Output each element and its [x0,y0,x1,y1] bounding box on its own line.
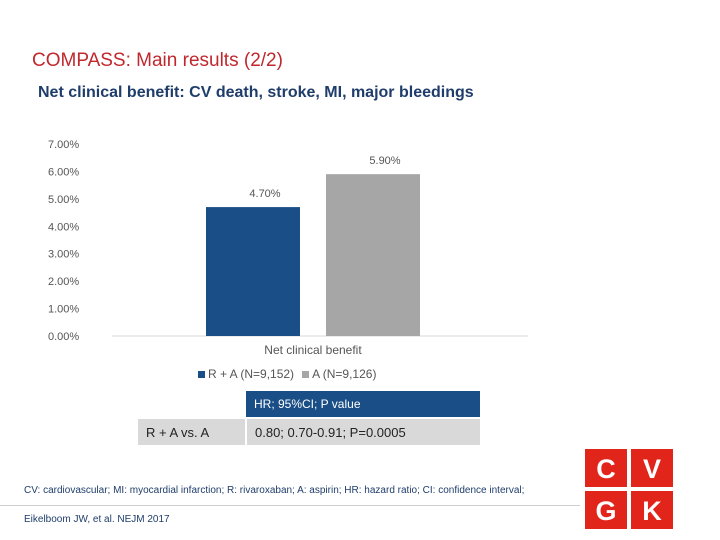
footnote: CV: cardiovascular; MI: myocardial infar… [24,485,525,496]
legend-swatch-a [302,370,310,378]
hr-table-header: HR; 95%CI; P value [246,391,480,418]
y-tick-label: 2.00% [48,276,79,288]
hr-table-blank-cell [138,391,246,418]
logo-letter-v: V [643,454,661,484]
reference: Eikelboom JW, et al. NEJM 2017 [24,514,170,525]
legend-item-a: A (N=9,126) [302,367,376,381]
legend-swatch-r-plus-a [198,370,205,378]
logo-tile-g [585,491,627,529]
divider [0,505,580,506]
y-tick-label: 1.00% [48,304,79,316]
bar-chart: 0.00% 1.00% 2.00% 3.00% 4.00% 5.00% 6.00% 7.00%… [48,139,528,357]
hr-table-row-label: R + A vs. A [138,417,247,445]
x-tick-label: Net clinical benefit [264,343,362,357]
y-tick-label: 4.00% [48,221,79,233]
data-label-r-plus-a: 4.70% [249,188,280,200]
logo-letter-c: C [596,454,616,484]
legend-label-a: A (N=9,126) [312,367,377,381]
legend-item-r-plus-a: R + A (N=9,152) [198,367,294,381]
logo-tile-c [585,449,627,487]
legend-label-r-plus-a: R + A (N=9,152) [208,367,295,381]
bar-a [326,174,420,336]
y-tick-label: 3.00% [48,249,79,261]
y-tick-label: 7.00% [48,139,79,151]
slide-title: COMPASS: Main results (2/2) [32,50,283,71]
chart-legend: R + A (N=9,152) A (N=9,126) [198,367,376,381]
y-tick-label: 0.00% [48,331,79,343]
data-label-a: 5.90% [369,155,400,167]
y-tick-label: 6.00% [48,166,79,178]
logo-letter-g: G [595,496,616,526]
y-tick-label: 5.00% [48,194,79,206]
hr-table-row-value: 0.80; 0.70-0.91; P=0.0005 [246,417,480,445]
slide-subtitle: Net clinical benefit: CV death, stroke, … [38,84,474,101]
logo-tile-v [631,449,673,487]
bar-r-plus-a [206,207,300,336]
logo-tile-k [631,491,673,529]
hr-table: HR; 95%CI; P value R + A vs. A 0.80; 0.7… [138,391,480,445]
logo-letter-k: K [642,496,662,526]
cvgk-logo: C V G K [585,449,673,529]
